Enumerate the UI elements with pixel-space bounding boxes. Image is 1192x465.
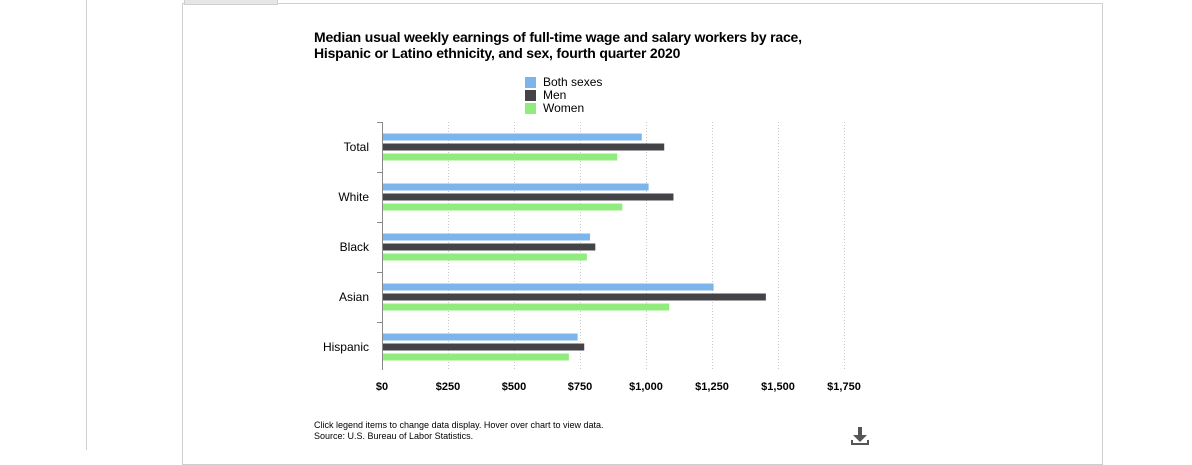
- bar[interactable]: [383, 343, 585, 351]
- bar-chart[interactable]: Total White Black Asian Hispanic $0 $250 $500 $7…: [0, 0, 1192, 450]
- chart-footnote: Click legend items to change data displa…: [314, 420, 603, 442]
- page-left-rule: [86, 0, 87, 450]
- legend-swatch-men: [525, 90, 536, 101]
- legend-item-men[interactable]: Men: [525, 89, 602, 102]
- chart-title-line-2: Hispanic or Latino ethnicity, and sex, f…: [314, 45, 681, 61]
- bar[interactable]: [383, 133, 642, 141]
- chart-legend: Both sexes Men Women: [525, 76, 602, 115]
- bar[interactable]: [383, 333, 578, 341]
- legend-label-men: Men: [543, 88, 567, 102]
- download-button[interactable]: [848, 425, 872, 447]
- bar[interactable]: [383, 293, 766, 301]
- x-tick-label: $1,500: [761, 381, 795, 393]
- chart-title: Median usual weekly earnings of full-tim…: [314, 29, 834, 61]
- bar[interactable]: [383, 143, 665, 151]
- chart-panel: [182, 3, 1103, 465]
- footnote-instruction: Click legend items to change data displa…: [314, 420, 604, 430]
- bar[interactable]: [383, 153, 618, 161]
- bar[interactable]: [383, 353, 569, 361]
- footnote-source: Source: U.S. Bureau of Labor Statistics.: [314, 431, 474, 441]
- category-label: White: [338, 190, 369, 204]
- bar[interactable]: [383, 233, 591, 241]
- x-tick-label: $1,250: [695, 381, 729, 393]
- bar[interactable]: [383, 243, 596, 251]
- legend-swatch-women: [525, 103, 536, 114]
- tab-stub[interactable]: [184, 0, 278, 5]
- category-label: Total: [344, 140, 369, 154]
- category-label: Hispanic: [323, 340, 369, 354]
- x-tick-label: $500: [502, 381, 526, 393]
- legend-swatch-both-sexes: [525, 77, 536, 88]
- bar[interactable]: [383, 253, 587, 261]
- legend-label-both-sexes: Both sexes: [543, 75, 603, 89]
- category-label: Black: [340, 240, 370, 254]
- x-tick-label: $0: [376, 381, 388, 393]
- x-tick-label: $1,000: [629, 381, 663, 393]
- legend-label-women: Women: [543, 101, 585, 115]
- x-tick-label: $1,750: [827, 381, 861, 393]
- legend-item-both-sexes[interactable]: Both sexes: [525, 76, 602, 89]
- legend-item-women[interactable]: Women: [525, 102, 602, 115]
- bar[interactable]: [383, 193, 674, 201]
- bar[interactable]: [383, 203, 623, 211]
- x-tick-label: $250: [436, 381, 460, 393]
- category-label: Asian: [339, 290, 369, 304]
- bar[interactable]: [383, 183, 649, 191]
- bar[interactable]: [383, 303, 670, 311]
- bar[interactable]: [383, 283, 714, 291]
- download-icon: [851, 427, 869, 445]
- x-tick-label: $750: [568, 381, 592, 393]
- chart-title-line-1: Median usual weekly earnings of full-tim…: [314, 29, 802, 45]
